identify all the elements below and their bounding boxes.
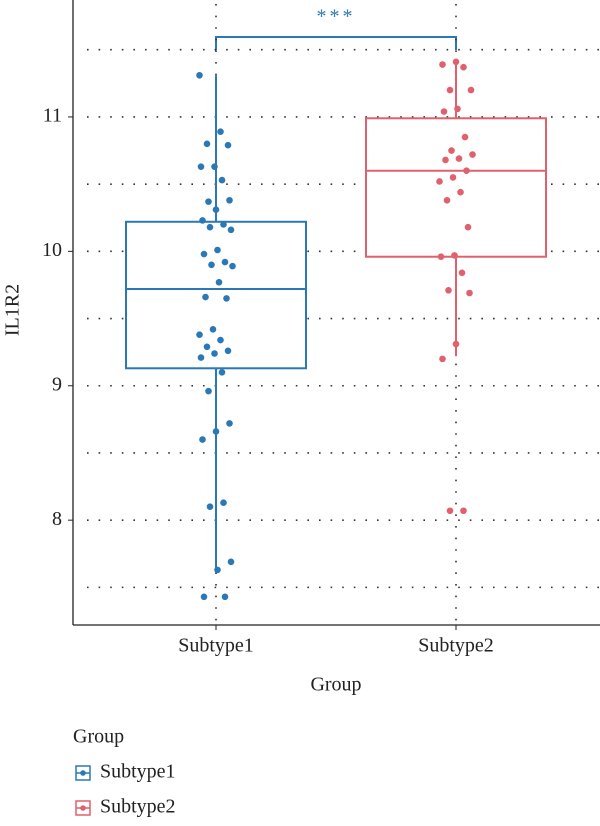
data-point (446, 507, 454, 515)
data-point (200, 250, 208, 258)
data-point (203, 140, 211, 148)
data-point (449, 174, 457, 181)
data-point (226, 196, 233, 204)
data-point (214, 566, 221, 574)
data-point (458, 269, 466, 277)
y-tick-label: 8 (52, 508, 62, 530)
data-point (214, 246, 221, 254)
data-point (442, 156, 449, 164)
x-axis-title: Group (310, 674, 361, 696)
legend-swatch-dot (80, 805, 86, 811)
x-tick-label: Subtype2 (418, 635, 494, 657)
data-point (227, 226, 235, 234)
data-point (439, 355, 446, 363)
data-point (196, 331, 203, 338)
data-point (221, 258, 229, 266)
legend-title: Group (73, 726, 124, 748)
data-point (229, 262, 236, 270)
data-point (218, 369, 226, 376)
data-point (221, 593, 229, 601)
x-tick-label: Subtype1 (178, 635, 254, 657)
data-point (448, 147, 455, 154)
data-point (440, 108, 448, 115)
data-point (460, 63, 467, 71)
data-point (197, 163, 205, 170)
data-point (197, 354, 205, 361)
data-point (436, 178, 443, 185)
data-point (439, 61, 446, 68)
data-point (227, 558, 235, 566)
data-point (217, 336, 224, 344)
data-point (452, 58, 460, 66)
data-point (200, 593, 208, 601)
data-point (455, 155, 463, 162)
data-point (460, 507, 467, 515)
data-point (224, 141, 232, 149)
data-point (205, 387, 212, 395)
data-point (218, 176, 226, 184)
data-point (220, 221, 227, 228)
data-point (199, 436, 206, 443)
data-point (446, 86, 454, 94)
data-point (203, 343, 211, 351)
data-point (452, 340, 460, 348)
data-point (454, 105, 461, 113)
significance-bracket (215, 36, 457, 50)
data-point (437, 253, 445, 261)
data-point (445, 287, 452, 294)
legend-label: Subtype2 (100, 796, 176, 818)
data-point (206, 503, 214, 511)
data-point (224, 347, 232, 355)
data-point (451, 252, 458, 259)
data-point (202, 293, 209, 301)
y-tick-label: 9 (52, 373, 62, 395)
data-point (205, 198, 212, 205)
significance-label: *** (317, 6, 356, 28)
data-point (196, 71, 203, 79)
data-point (206, 223, 214, 231)
box (365, 117, 547, 258)
legend-swatch-dot (80, 770, 86, 776)
data-point (199, 217, 206, 224)
data-point (208, 261, 215, 269)
data-point (211, 350, 218, 357)
data-point (211, 163, 218, 170)
data-point (212, 206, 220, 213)
legend-label: Subtype1 (100, 761, 176, 783)
data-point (226, 420, 233, 427)
y-tick-label: 10 (42, 239, 62, 261)
data-point (212, 428, 220, 435)
data-point (466, 289, 473, 297)
data-point (217, 128, 224, 136)
data-point (209, 326, 217, 333)
data-point (469, 151, 476, 158)
box (125, 220, 307, 370)
data-point (215, 278, 223, 286)
data-point (220, 499, 227, 506)
data-point (467, 86, 475, 94)
data-point (461, 133, 469, 141)
y-tick-label: 11 (43, 105, 62, 127)
data-point (463, 167, 470, 174)
data-point (464, 223, 472, 231)
y-axis-title: IL1R2 (2, 284, 24, 336)
data-point (443, 196, 451, 204)
data-point (223, 295, 230, 302)
data-point (457, 188, 464, 196)
